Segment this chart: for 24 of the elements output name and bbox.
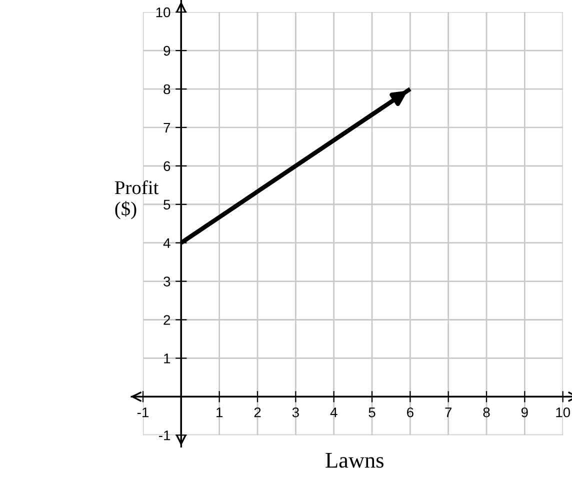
- y-tick-label: 8: [164, 84, 170, 94]
- x-tick-label: 8: [483, 407, 490, 418]
- y-tick-label: 10: [156, 7, 170, 18]
- x-tick-label: 5: [368, 408, 376, 418]
- x-tick-label: -1: [137, 408, 148, 418]
- x-tick-label: 1: [216, 408, 223, 418]
- x-tick-label: 2: [254, 407, 261, 418]
- x-tick-label: 7: [445, 408, 452, 418]
- y-tick-label: -1: [159, 430, 170, 440]
- y-tick-label: 3: [164, 276, 170, 286]
- y-tick-label: 9: [164, 46, 170, 56]
- y-axis-title: Profit ($): [114, 180, 159, 220]
- y-tick-label: 6: [164, 161, 170, 172]
- y-tick-label: 2: [164, 315, 170, 325]
- x-tick-label: 9: [521, 407, 528, 418]
- x-tick-label: 4: [330, 408, 338, 418]
- y-tick-label: 1: [164, 354, 170, 364]
- x-tick-label: 10: [556, 407, 570, 418]
- x-tick-label: 3: [292, 407, 299, 418]
- y-tick-label: 4: [163, 238, 170, 248]
- x-tick-label: 6: [407, 407, 414, 418]
- y-tick-label: 5: [164, 200, 170, 210]
- y-tick-label: 7: [164, 122, 170, 132]
- x-axis-title: Lawns: [326, 453, 384, 468]
